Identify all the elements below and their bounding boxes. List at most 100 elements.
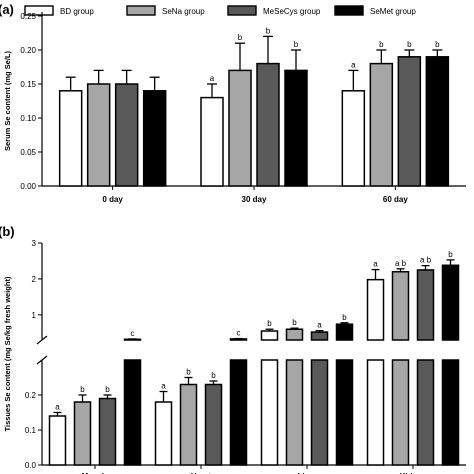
- y-tick-label: 2: [32, 275, 37, 284]
- bar: [416, 269, 435, 466]
- bar-segment: [98, 397, 117, 466]
- bar-segment-upper: [335, 323, 354, 341]
- y-tick-label: 0.25: [20, 12, 36, 21]
- axis-break-mark: [36, 335, 48, 345]
- chart-legend: BD group SeNa group MeSeCys group SeMet gro…: [24, 5, 416, 16]
- significance-letter: c: [237, 329, 241, 338]
- legend-label: BD group: [60, 7, 94, 16]
- x-category-label: 60 day: [383, 195, 408, 204]
- legend-label: SeNa group: [162, 7, 205, 16]
- significance-letter: a: [210, 74, 215, 83]
- y-tick-label: 1: [32, 311, 37, 320]
- significance-letter: b: [267, 319, 272, 328]
- bar-segment-lower: [285, 359, 304, 466]
- significance-letter: b: [186, 368, 191, 377]
- y-axis-label: Tissues Se content (mg Se/kg fresh weigh…: [3, 276, 12, 431]
- bar: [285, 328, 304, 466]
- bar: [48, 415, 67, 466]
- bar: [441, 264, 460, 466]
- bar: [369, 62, 394, 187]
- bar-segment-lower: [335, 359, 354, 466]
- significance-letter: c: [131, 329, 135, 338]
- bar: [114, 83, 139, 187]
- bar-segment: [204, 383, 223, 466]
- y-tick-label: 0.15: [20, 80, 36, 89]
- bar-segment: [48, 415, 67, 466]
- bar-segment-upper: [441, 264, 460, 341]
- bar-segment-upper: [260, 330, 279, 341]
- bar: [366, 278, 385, 466]
- legend-swatch: [126, 5, 156, 16]
- significance-letter: b: [435, 40, 440, 49]
- bar-segment-upper: [391, 270, 410, 341]
- bar-segment-upper: [310, 331, 329, 341]
- x-category-label: Muscle: [81, 472, 109, 474]
- bar: [86, 83, 111, 187]
- bar-segment: [179, 383, 198, 466]
- panel-b-tissues-se: (b) 1 2 3 0.0 0.1 0.2 Tissues Se content (mg Se…: [0, 224, 466, 474]
- bar: [123, 338, 142, 466]
- x-category-label: Liver: [297, 472, 316, 474]
- bar: [204, 383, 223, 466]
- significance-letter: a: [351, 60, 356, 69]
- y-tick-label: 3: [32, 239, 37, 248]
- bar-segment-lower: [260, 359, 279, 466]
- significance-letter: b: [238, 33, 243, 42]
- bar: [284, 69, 308, 187]
- legend-swatch: [24, 5, 54, 16]
- significance-letter: b: [379, 40, 384, 49]
- y-axis-label: Serum Se content (mg Se/L): [3, 50, 12, 151]
- bar-segment-lower: [229, 359, 248, 466]
- bar-segment-lower: [366, 359, 385, 466]
- x-category-label: 0 day: [102, 195, 123, 204]
- significance-letter: b: [211, 371, 216, 380]
- y-tick-label: 0.0: [25, 461, 37, 470]
- bar-segment: [154, 401, 173, 466]
- significance-letter: a: [161, 382, 166, 391]
- bar-segment: [73, 401, 92, 466]
- significance-letter: a b: [395, 259, 407, 268]
- bar: [335, 323, 354, 466]
- significance-letter: b: [342, 313, 347, 322]
- bar: [200, 96, 224, 187]
- bar: [179, 383, 198, 466]
- bar: [58, 90, 83, 187]
- bar: [341, 90, 366, 187]
- bar: [260, 330, 279, 466]
- bar-segment-lower: [441, 359, 460, 466]
- significance-letter: b: [266, 26, 271, 35]
- y-tick-label: 0.05: [20, 148, 36, 157]
- significance-letter: b: [294, 40, 299, 49]
- significance-letter: a: [55, 403, 60, 412]
- bar: [142, 90, 167, 187]
- panel-a-serum-se: (a) 0.00 0.05 0.10 0.15 0.20 0.25 Serum Se cont…: [0, 2, 466, 204]
- x-category-label: 30 day: [242, 195, 267, 204]
- significance-letter: b: [448, 250, 453, 259]
- bar-segment-lower: [123, 359, 142, 466]
- significance-letter: b: [407, 40, 412, 49]
- bar: [397, 56, 422, 187]
- y-tick-label: 0.10: [20, 114, 36, 123]
- bar: [425, 56, 450, 187]
- significance-letter: a: [317, 321, 322, 330]
- bar-segment-upper: [366, 278, 385, 341]
- legend-swatch: [227, 5, 257, 16]
- bar: [228, 69, 252, 187]
- bar: [391, 270, 410, 466]
- bar-segment-lower: [391, 359, 410, 466]
- bar-segment-lower: [416, 359, 435, 466]
- bar: [310, 331, 329, 466]
- x-category-label: Kidney: [400, 472, 427, 474]
- significance-letter: b: [80, 385, 85, 394]
- bar-segment-upper: [416, 269, 435, 341]
- x-category-label: Heart: [191, 472, 212, 474]
- significance-letter: b: [105, 385, 110, 394]
- y-tick-label: 0.1: [25, 426, 37, 435]
- panel-label: (a): [0, 2, 14, 17]
- bar-segment-upper: [285, 328, 304, 341]
- significance-letter: a: [373, 260, 378, 269]
- y-tick-label: 0.00: [20, 182, 36, 191]
- significance-letter: b: [292, 318, 297, 327]
- significance-letter: a b: [420, 256, 432, 265]
